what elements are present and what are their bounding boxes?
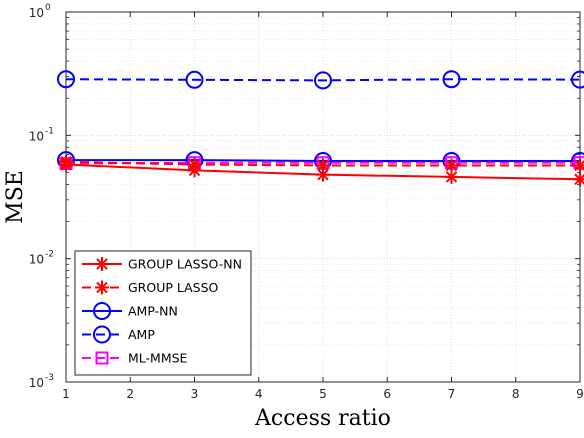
asterisk-marker [316, 158, 330, 173]
y-axis-label: MSE [3, 170, 28, 224]
legend-label: AMP-NN [128, 304, 178, 319]
x-axis-label: Access ratio [254, 406, 391, 431]
x-tick-label: 5 [319, 387, 327, 401]
circle-marker [571, 70, 584, 89]
asterisk-marker [95, 280, 109, 295]
circle-marker [185, 70, 204, 89]
asterisk-marker [573, 158, 584, 173]
y-tick-exponent: -3 [45, 373, 54, 383]
legend-entry: AMP-NN [82, 302, 178, 320]
legend-label: AMP [128, 327, 155, 342]
y-tick-label: 10 [29, 129, 44, 143]
x-tick-label: 4 [255, 387, 263, 401]
y-tick-exponent: -2 [45, 250, 54, 260]
circle-marker [57, 70, 75, 89]
series-line [65, 78, 581, 82]
square-marker [95, 351, 109, 365]
circle-marker [93, 302, 111, 320]
x-tick-label: 6 [383, 387, 391, 401]
y-tick-base: 10 [29, 129, 44, 143]
circle-marker [314, 71, 332, 90]
asterisk-marker [444, 158, 459, 173]
asterisk-marker [573, 172, 584, 187]
y-tick-base: 10 [29, 6, 44, 20]
y-tick-exponent: 0 [45, 3, 51, 13]
circle-marker [442, 70, 461, 89]
legend-entry: AMP [82, 325, 155, 344]
x-tick-label: 1 [62, 387, 70, 401]
legend-label: GROUP LASSO-NN [128, 257, 242, 272]
legend-label: ML-MMSE [128, 351, 188, 366]
y-tick-label: 10 [29, 376, 44, 390]
y-tick-label: 10 [29, 6, 44, 20]
x-tick-label: 8 [512, 387, 520, 401]
legend-box [74, 250, 252, 376]
y-tick-base: 10 [29, 376, 44, 390]
legend-label: GROUP LASSO [128, 280, 219, 295]
series-layer [57, 70, 584, 187]
legend-entry: GROUP LASSO [82, 280, 219, 295]
asterisk-marker [187, 157, 202, 172]
legend-entry: ML-MMSE [82, 351, 188, 366]
asterisk-marker [95, 257, 109, 271]
legend: GROUP LASSO-NN GROUP LASSO AMP-NN AMP ML-MMS… [74, 250, 252, 376]
x-tick-label: 3 [191, 387, 199, 401]
series-group-lasso [59, 154, 584, 173]
series-amp [57, 70, 584, 90]
asterisk-marker [59, 154, 73, 169]
x-tick-label: 2 [126, 387, 134, 401]
circle-marker [93, 325, 111, 344]
y-tick-base: 10 [29, 253, 44, 267]
x-tick-label: 9 [576, 387, 584, 401]
legend-entry: GROUP LASSO-NN [82, 257, 242, 272]
y-tick-label: 10 [29, 253, 44, 267]
x-tick-label: 7 [448, 387, 456, 401]
y-tick-exponent: -1 [45, 126, 54, 136]
